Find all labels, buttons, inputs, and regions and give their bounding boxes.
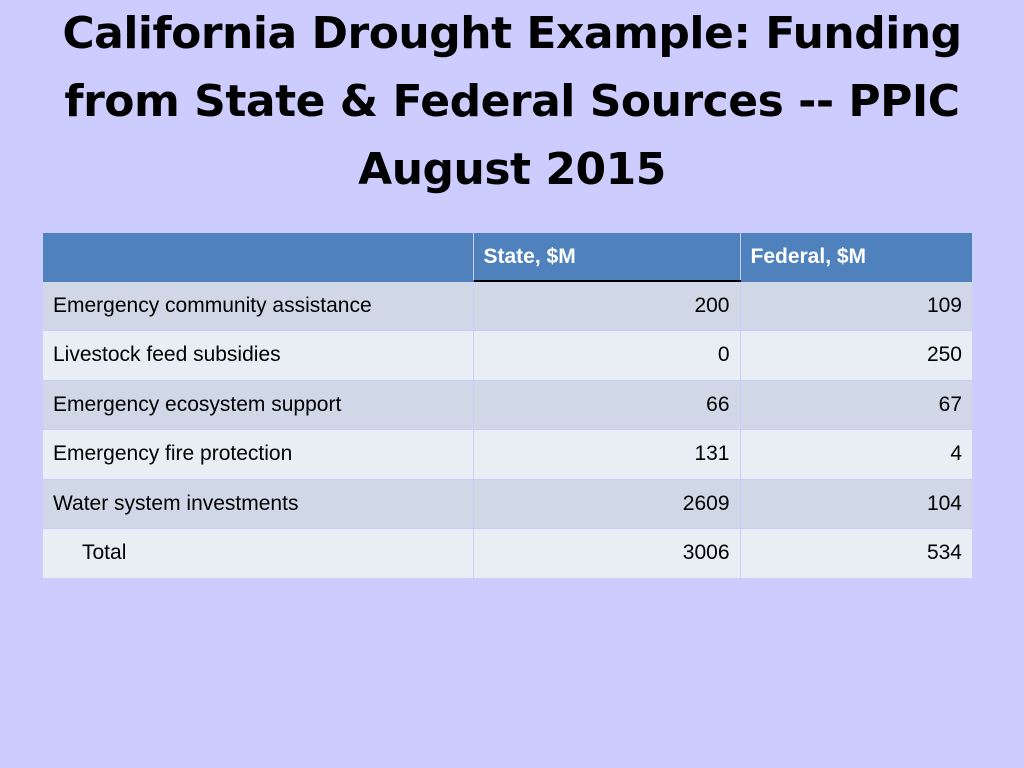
title-line-2: from State & Federal Sources -- PPIC xyxy=(64,76,960,127)
row-label-total: Total xyxy=(43,528,474,579)
federal-value: 104 xyxy=(740,479,972,529)
state-value: 0 xyxy=(473,330,741,381)
table-row: Emergency fire protection 131 4 xyxy=(43,429,972,480)
table-row: Livestock feed subsidies 0 250 xyxy=(43,330,972,381)
table-header-row: State, $M Federal, $M xyxy=(43,233,972,282)
state-value: 200 xyxy=(473,281,741,331)
title-line-1: California Drought Example: Funding xyxy=(62,8,962,59)
state-value: 131 xyxy=(473,429,741,480)
row-label: Emergency community assistance xyxy=(43,281,474,331)
header-cell-blank xyxy=(43,233,474,282)
federal-value: 109 xyxy=(740,281,972,331)
slide-title: California Drought Example: Funding from… xyxy=(40,0,984,204)
row-label: Livestock feed subsidies xyxy=(43,330,474,381)
funding-table: State, $M Federal, $M Emergency communit… xyxy=(43,233,972,579)
federal-value: 67 xyxy=(740,380,972,430)
table-row-total: Total 3006 534 xyxy=(43,528,972,579)
row-label: Emergency fire protection xyxy=(43,429,474,480)
row-label: Emergency ecosystem support xyxy=(43,380,474,430)
table-row: Water system investments 2609 104 xyxy=(43,479,972,529)
federal-value: 250 xyxy=(740,330,972,381)
state-value: 66 xyxy=(473,380,741,430)
federal-value: 4 xyxy=(740,429,972,480)
header-cell-federal: Federal, $M xyxy=(740,233,972,282)
table-row: Emergency community assistance 200 109 xyxy=(43,281,972,331)
header-cell-state: State, $M xyxy=(473,233,741,282)
state-total: 3006 xyxy=(473,528,741,579)
state-value: 2609 xyxy=(473,479,741,529)
table-row: Emergency ecosystem support 66 67 xyxy=(43,380,972,430)
federal-total: 534 xyxy=(740,528,972,579)
title-line-3: August 2015 xyxy=(358,144,666,195)
row-label: Water system investments xyxy=(43,479,474,529)
